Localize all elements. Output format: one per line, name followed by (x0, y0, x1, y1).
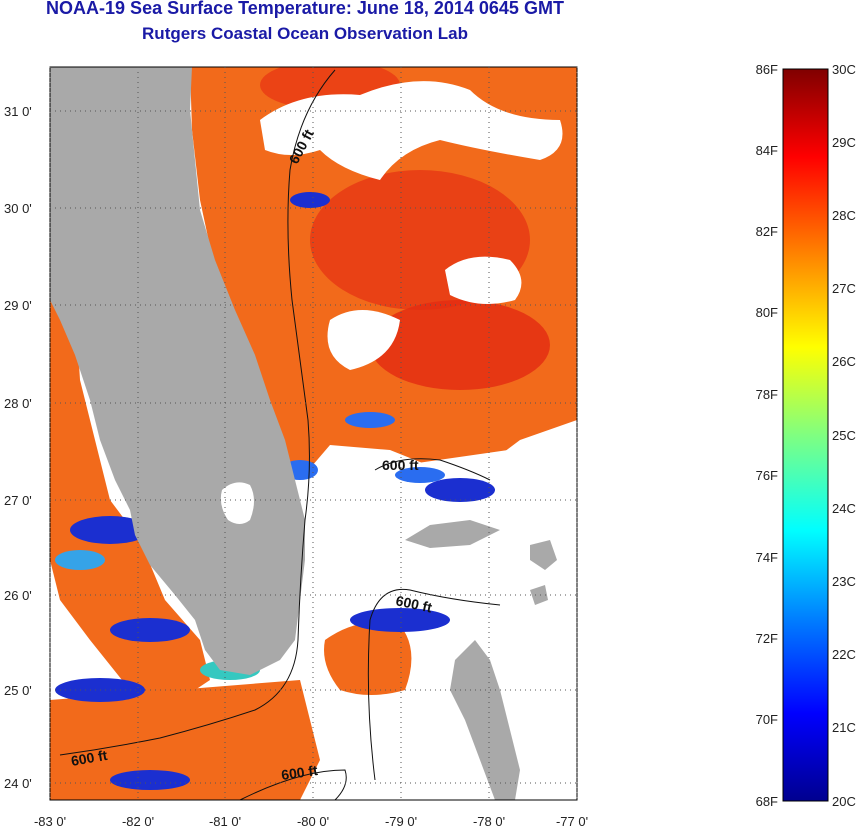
colorbar-f-label: 78F (756, 387, 778, 402)
colorbar-c-label: 27C (832, 281, 856, 296)
lon-tick-label: -77 0' (556, 814, 588, 829)
lon-tick-label: -78 0' (473, 814, 505, 829)
bahamas-land (530, 540, 557, 570)
colorbar-c-label: 23C (832, 574, 856, 589)
colorbar-c-label: 28C (832, 208, 856, 223)
lon-tick-label: -82 0' (122, 814, 154, 829)
lat-tick-label: 30 0' (4, 201, 32, 216)
sst-hot-core (370, 300, 550, 390)
sst-map: 600 ft 600 ft 600 ft 600 ft 600 ft 31 0'… (4, 66, 588, 829)
cloud-patch (445, 256, 522, 304)
title-line-1: NOAA-19 Sea Surface Temperature: June 18… (46, 0, 564, 18)
colorbar-c-label: 29C (832, 135, 856, 150)
colorbar-c-label: 21C (832, 720, 856, 735)
colorbar-f-labels: 86F 84F 82F 80F 78F 76F 74F 72F 70F 68F (756, 62, 778, 809)
isobath-label: 600 ft (280, 762, 319, 783)
colorbar-c-label: 30C (832, 62, 856, 77)
isobath-label: 600 ft (70, 747, 109, 769)
lon-axis: -83 0' -82 0' -81 0' -80 0' -79 0' -78 0… (34, 814, 588, 829)
lat-tick-label: 25 0' (4, 683, 32, 698)
colorbar-f-label: 74F (756, 550, 778, 565)
colorbar-f-label: 70F (756, 712, 778, 727)
sst-straits-region (324, 622, 412, 695)
colorbar-f-label: 68F (756, 794, 778, 809)
lon-tick-label: -79 0' (385, 814, 417, 829)
colorbar-c-label: 20C (832, 794, 856, 809)
colorbar-c-label: 24C (832, 501, 856, 516)
colorbar-f-label: 84F (756, 143, 778, 158)
lat-tick-label: 31 0' (4, 104, 32, 119)
colorbar-c-label: 22C (832, 647, 856, 662)
isobath-label: 600 ft (382, 457, 419, 473)
lat-tick-label: 26 0' (4, 588, 32, 603)
lake-okeechobee (220, 482, 254, 524)
sst-gulf-region (50, 300, 210, 700)
lat-tick-label: 28 0' (4, 396, 32, 411)
colorbar-f-label: 82F (756, 224, 778, 239)
lat-tick-label: 29 0' (4, 298, 32, 313)
bahamas-land (405, 520, 500, 548)
bahamas-land (450, 640, 520, 800)
cloud-patch (327, 310, 400, 370)
isobath-label: 600 ft (394, 592, 433, 615)
colorbar-c-label: 25C (832, 428, 856, 443)
lat-tick-label: 24 0' (4, 776, 32, 791)
colorbar-f-label: 72F (756, 631, 778, 646)
lat-tick-label: 27 0' (4, 493, 32, 508)
cloud-patch (260, 81, 563, 180)
title-line-2: Rutgers Coastal Ocean Observation Lab (142, 24, 468, 43)
lat-axis: 31 0' 30 0' 29 0' 28 0' 27 0' 26 0' 25 0… (4, 104, 32, 791)
lon-tick-label: -83 0' (34, 814, 66, 829)
colorbar-c-label: 26C (832, 354, 856, 369)
lon-tick-label: -80 0' (297, 814, 329, 829)
lon-tick-label: -81 0' (209, 814, 241, 829)
graticule (49, 67, 578, 800)
colorbar-f-label: 76F (756, 468, 778, 483)
colorbar-c-labels: 30C 29C 28C 27C 26C 25C 24C 23C 22C 21C … (832, 62, 856, 809)
colorbar: 86F 84F 82F 80F 78F 76F 74F 72F 70F 68F … (756, 62, 856, 809)
sst-gulf-region (50, 680, 320, 800)
bahamas-land (530, 585, 548, 605)
colorbar-f-label: 80F (756, 305, 778, 320)
colorbar-gradient (782, 68, 829, 802)
isobath-600ft (59, 69, 501, 800)
colorbar-f-label: 86F (756, 62, 778, 77)
